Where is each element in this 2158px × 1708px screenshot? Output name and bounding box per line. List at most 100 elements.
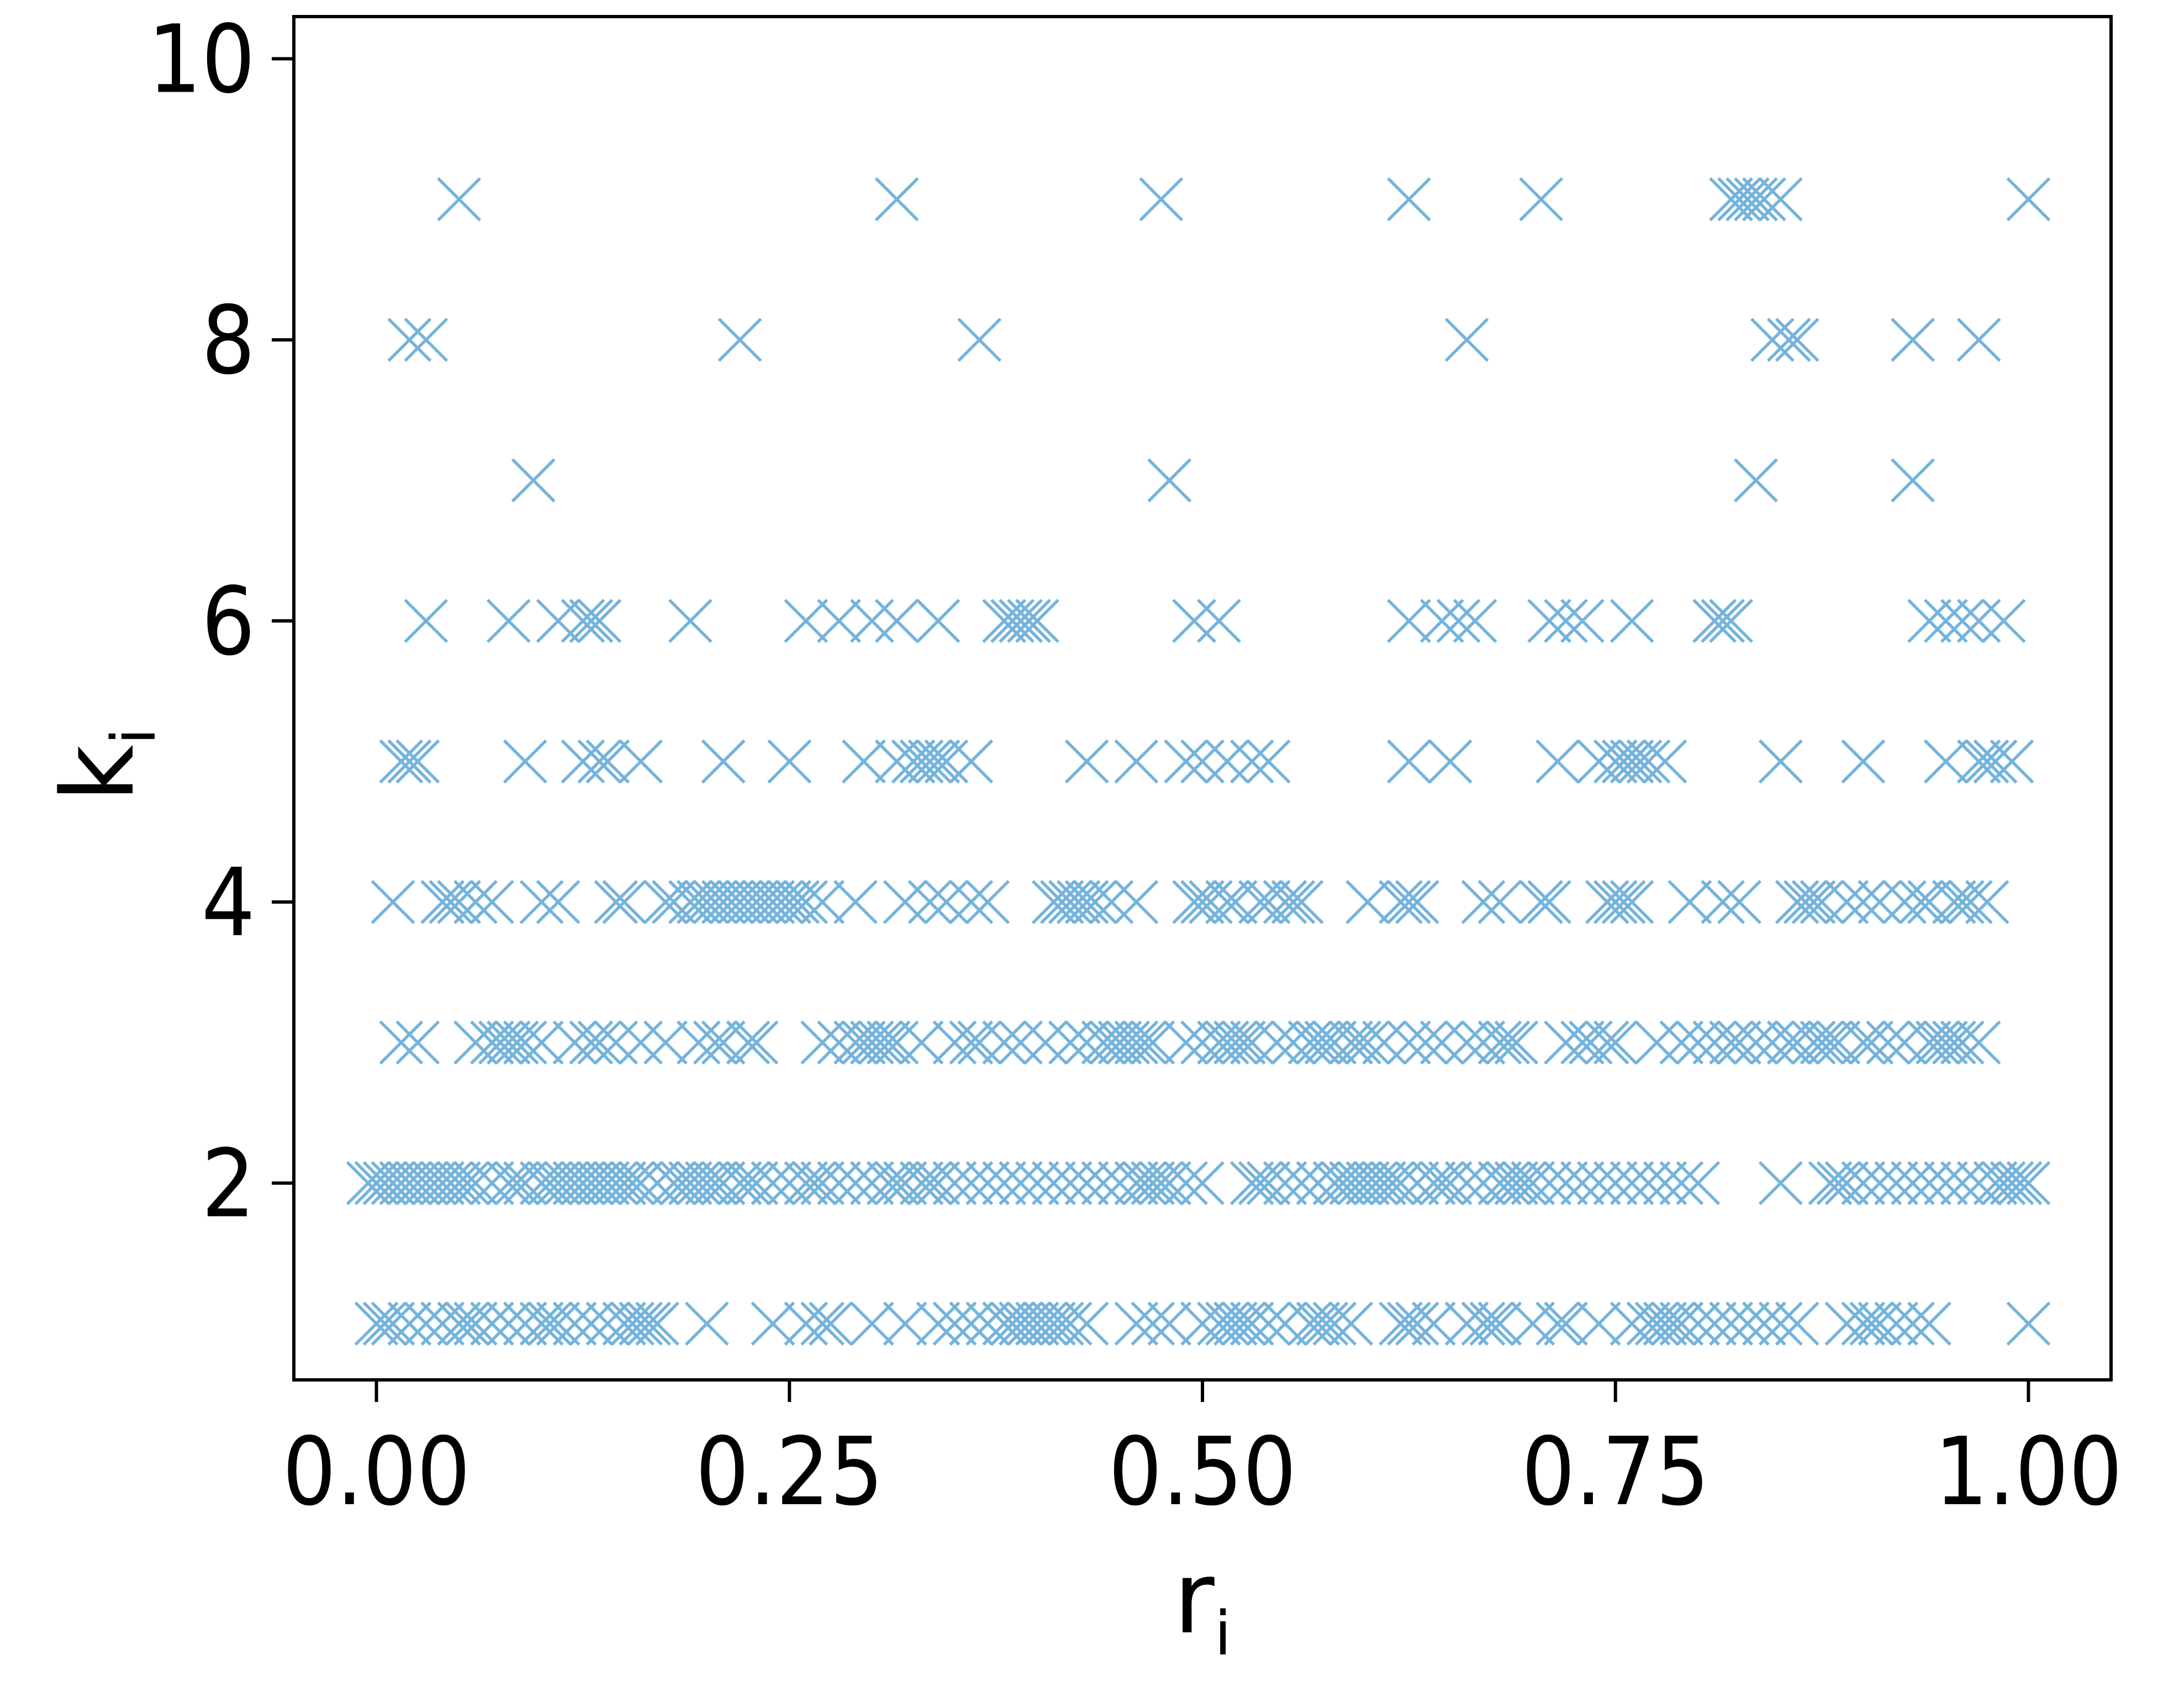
marker-stroke [1899, 879, 1943, 924]
marker-stroke [486, 599, 531, 644]
data-point [874, 177, 919, 222]
marker-stroke [1709, 1301, 1754, 1346]
data-point [1395, 879, 1439, 924]
data-point [1469, 1301, 1514, 1346]
data-point [1346, 879, 1390, 924]
data-point [1444, 1020, 1489, 1065]
data-point [1576, 1161, 1621, 1205]
marker-stroke [1098, 1161, 1142, 1205]
data-point [1858, 1301, 1902, 1346]
data-point [536, 1161, 581, 1205]
data-point [1610, 739, 1654, 784]
marker-stroke [494, 1020, 539, 1065]
marker-stroke [684, 1301, 729, 1346]
marker-stroke [585, 739, 630, 784]
data-point [726, 1020, 771, 1065]
marker-stroke [1246, 879, 1291, 924]
data-point [883, 1161, 927, 1205]
marker-stroke [494, 1161, 539, 1205]
marker-stroke [387, 739, 432, 784]
marker-stroke [1114, 1020, 1159, 1065]
data-point [1907, 1301, 1951, 1346]
data-point [1139, 177, 1184, 222]
data-point [2006, 177, 2051, 222]
marker-stroke [1956, 318, 2001, 362]
marker-stroke [1015, 1301, 1059, 1346]
marker-stroke [1891, 1301, 1935, 1346]
marker-stroke [1205, 1020, 1249, 1065]
data-point [1147, 1301, 1192, 1346]
data-point [1015, 599, 1059, 644]
data-point [577, 739, 622, 784]
data-point [1576, 739, 1621, 784]
data-point [1882, 879, 1927, 924]
data-point [1486, 1161, 1531, 1205]
data-point [602, 879, 647, 924]
data-point [916, 1301, 961, 1346]
data-point [395, 1161, 440, 1205]
x-axis-title: ri [1174, 1541, 1232, 1669]
marker-stroke [1420, 599, 1464, 644]
data-point [1610, 1161, 1654, 1205]
marker-stroke [1288, 1020, 1332, 1065]
data-point [1717, 177, 1761, 222]
marker-stroke [1923, 1020, 1968, 1065]
data-point [1453, 599, 1497, 644]
marker-stroke [354, 1301, 399, 1346]
marker-stroke [1808, 1020, 1853, 1065]
marker-stroke [2006, 177, 2051, 222]
marker-stroke [784, 879, 829, 924]
marker-stroke [1990, 739, 2034, 784]
data-point [1527, 879, 1572, 924]
marker-stroke [1701, 599, 1745, 644]
data-point [494, 1161, 539, 1205]
data-point [1907, 879, 1951, 924]
marker-stroke [561, 1161, 605, 1205]
marker-stroke [469, 879, 514, 924]
data-point [1643, 1301, 1687, 1346]
data-point [1428, 739, 1473, 784]
marker-stroke [371, 1301, 415, 1346]
data-point [619, 1301, 663, 1346]
data-point [1726, 177, 1770, 222]
marker-stroke [1593, 1020, 1638, 1065]
marker-stroke [1386, 1301, 1431, 1346]
marker-stroke [1940, 599, 1985, 644]
data-point [469, 1020, 514, 1065]
data-point [1007, 1301, 1051, 1346]
data-point [833, 879, 878, 924]
data-point [1246, 879, 1291, 924]
data-point [982, 1161, 1027, 1205]
marker-stroke [536, 599, 581, 644]
data-point [1956, 1161, 2001, 1205]
data-point [1511, 1161, 1555, 1205]
marker-stroke [1238, 879, 1283, 924]
data-point [965, 1161, 1010, 1205]
data-point [1444, 1301, 1489, 1346]
marker-stroke [1048, 1301, 1093, 1346]
data-point [1568, 1020, 1613, 1065]
data-point [1081, 1020, 1126, 1065]
data-point [1329, 1301, 1374, 1346]
marker-stroke [1040, 1301, 1084, 1346]
data-point [874, 739, 919, 784]
data-point [1626, 1161, 1671, 1205]
marker-stroke [957, 318, 1002, 362]
data-point [726, 879, 771, 924]
data-point [1337, 1020, 1382, 1065]
marker-stroke [1502, 1161, 1547, 1205]
data-point [1717, 879, 1761, 924]
data-point [982, 599, 1027, 644]
marker-stroke [784, 1301, 829, 1346]
data-point [1775, 318, 1819, 362]
data-point [445, 1301, 489, 1346]
marker-stroke [1923, 1161, 1968, 1205]
data-point [1329, 1161, 1374, 1205]
marker-stroke [1254, 1020, 1299, 1065]
data-point [1824, 1161, 1869, 1205]
marker-stroke [850, 1301, 894, 1346]
data-point [1263, 1161, 1307, 1205]
data-point [1312, 1020, 1357, 1065]
marker-stroke [767, 879, 812, 924]
data-point [833, 1020, 878, 1065]
